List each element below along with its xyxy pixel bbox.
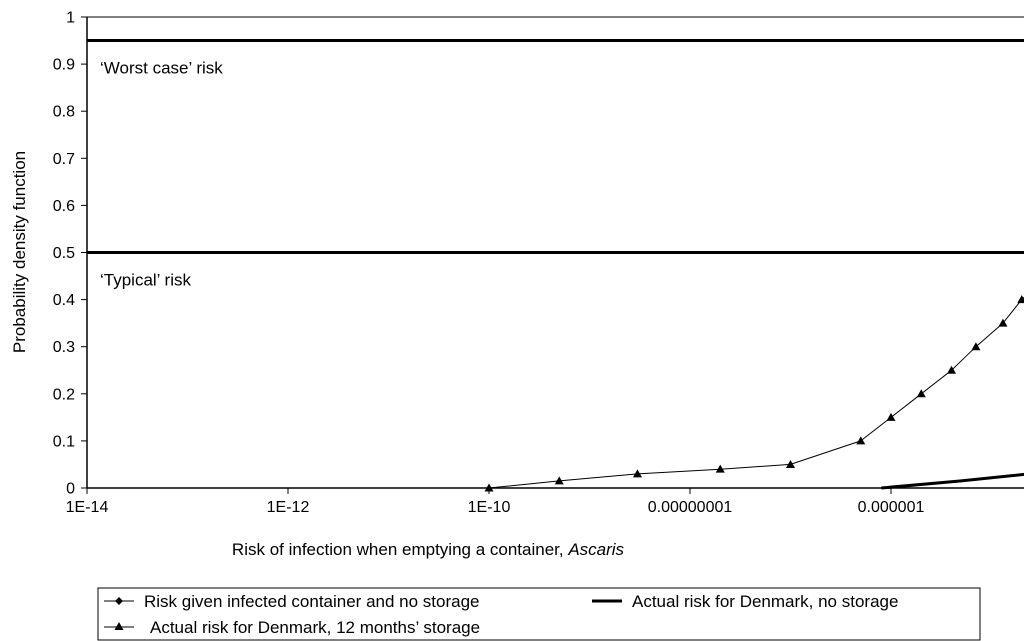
triangle-point	[786, 459, 795, 468]
legend-box	[97, 587, 981, 641]
x-axis-label-main: Risk of infection when emptying a contai…	[232, 540, 568, 559]
reference-line-label: ‘Worst case’ risk	[100, 59, 223, 78]
x-axis-label: Risk of infection when emptying a contai…	[232, 540, 625, 559]
triangle-point	[916, 389, 926, 398]
y-tick-label: 0.4	[53, 292, 75, 309]
legend-triangle-marker	[114, 622, 124, 630]
y-tick-label: 0.3	[53, 339, 75, 356]
x-axis-label-italic: Ascaris	[567, 540, 624, 559]
y-tick-label: 0.8	[53, 104, 75, 121]
x-ticks: 1E-141E-121E-100.000000010.0000010.00010…	[66, 488, 925, 516]
x-tick-label: 0.00000001	[648, 499, 733, 516]
x-tick-label: 1E-14	[66, 499, 109, 516]
y-tick-label: 0.9	[53, 57, 75, 74]
triangle-point	[554, 476, 564, 485]
series-2	[484, 295, 1024, 492]
y-tick-label: 0	[66, 481, 75, 498]
legend: Risk given infected container and no sto…	[97, 587, 981, 641]
legend-label-series-0: Risk given infected container and no sto…	[144, 592, 479, 611]
y-tick-label: 0.2	[53, 386, 75, 403]
triangle-point	[947, 365, 957, 374]
legend-entry-denmark-12-months: Actual risk for Denmark, 12 months’ stor…	[104, 618, 480, 637]
triangle-point	[971, 342, 981, 351]
reference-lines: ‘Worst case’ risk ‘Typical’ risk	[87, 39, 1024, 290]
triangle-point	[632, 469, 642, 478]
y-tick-label: 1	[66, 10, 75, 27]
legend-diamond-marker	[115, 597, 123, 605]
triangle-point	[998, 318, 1008, 327]
legend-label-series-2: Actual risk for Denmark, 12 months’ stor…	[150, 618, 480, 637]
legend-entry-denmark-no-storage: Actual risk for Denmark, no storage	[592, 592, 898, 611]
y-tick-label: 0.6	[53, 198, 75, 215]
triangle-point	[484, 483, 494, 492]
reference-line-label: ‘Typical’ risk	[100, 271, 191, 290]
y-axis-label: Probability density function	[10, 151, 29, 353]
legend-label-series-1: Actual risk for Denmark, no storage	[632, 592, 898, 611]
x-tick-label: 1E-12	[267, 499, 310, 516]
legend-entry-no-storage-container: Risk given infected container and no sto…	[104, 592, 479, 611]
y-tick-label: 0.7	[53, 151, 75, 168]
x-tick-label: 0.000001	[858, 499, 925, 516]
series-layer	[484, 295, 1024, 492]
y-tick-label: 0.5	[53, 245, 75, 262]
triangle-point	[1017, 295, 1024, 304]
triangle-point	[715, 464, 725, 473]
triangle-point	[886, 412, 896, 421]
y-ticks: 0 0.1 0.2 0.3 0.4 0.5 0.6 0.7 0.8 0.9 1	[53, 10, 87, 498]
x-tick-label: 1E-10	[468, 499, 511, 516]
y-tick-label: 0.1	[53, 433, 75, 450]
triangle-point	[856, 436, 866, 445]
